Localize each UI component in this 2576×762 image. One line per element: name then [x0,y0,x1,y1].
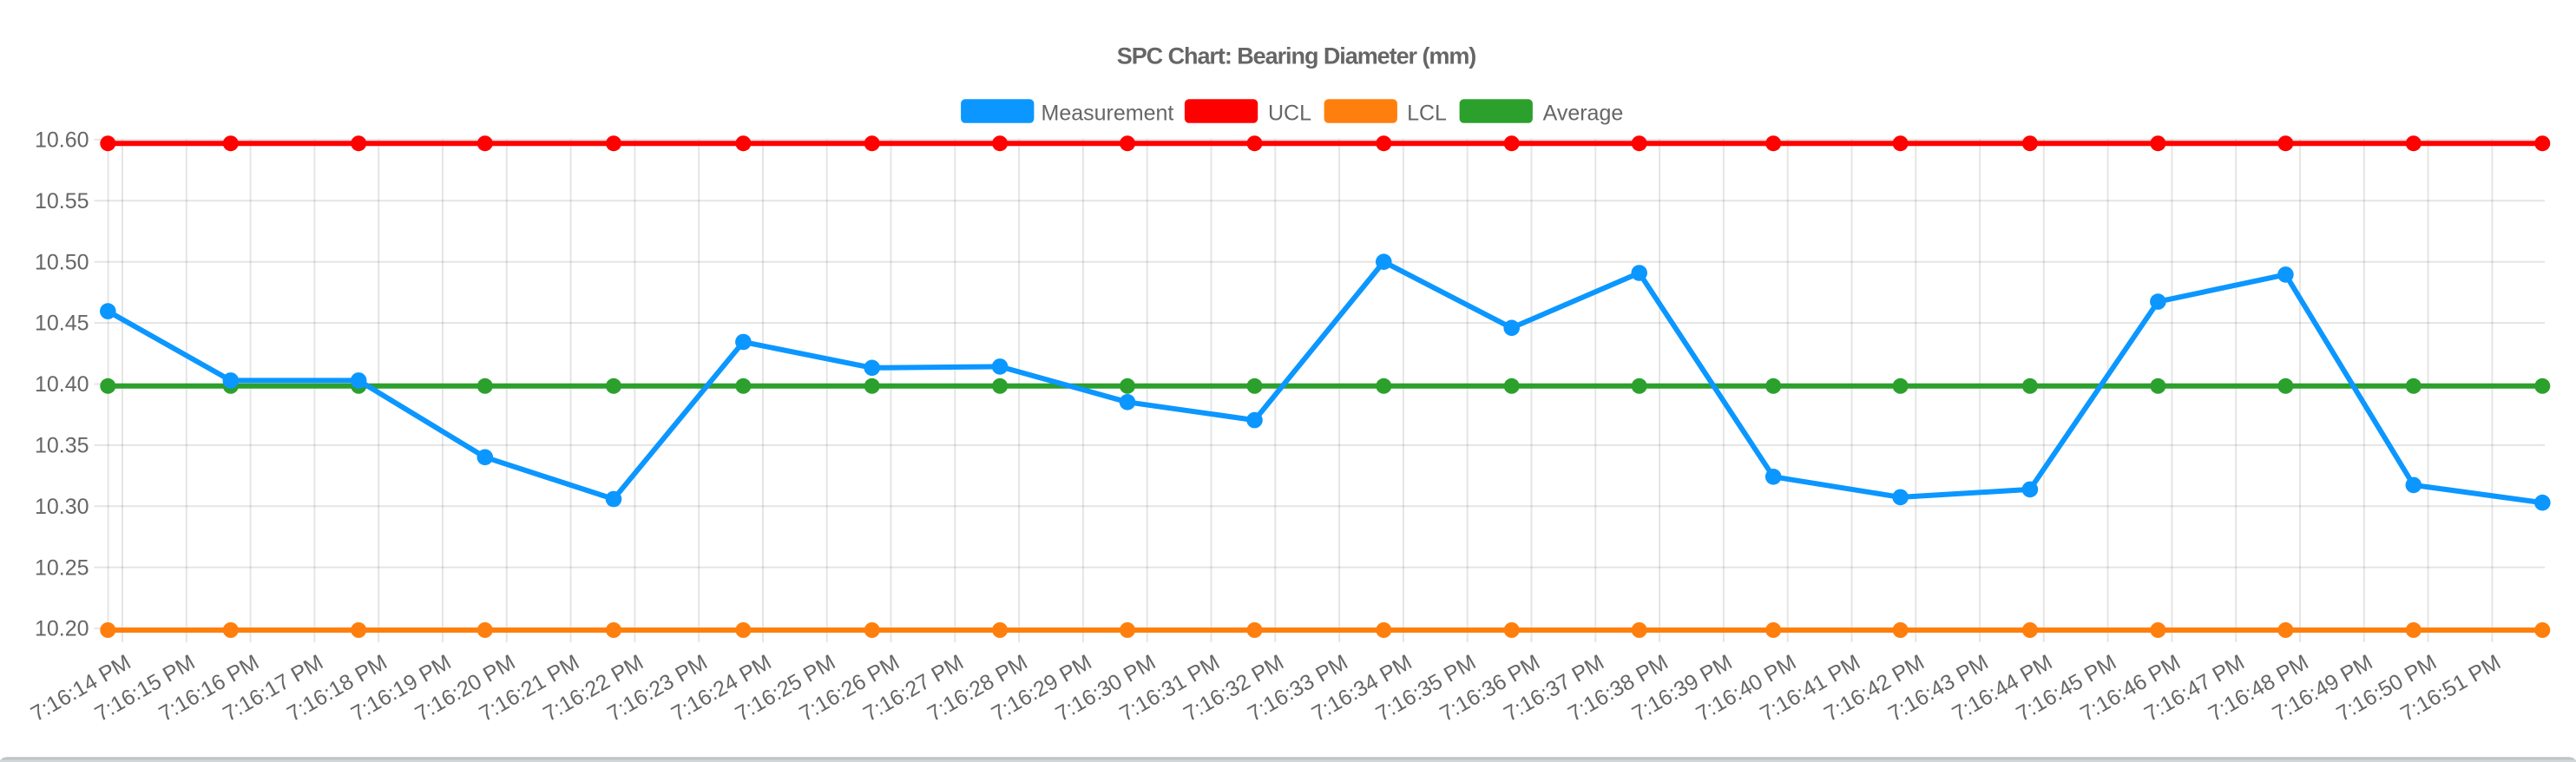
svg-text:LCL: LCL [1407,102,1447,126]
svg-text:Average: Average [1543,102,1624,126]
svg-text:Measurement: Measurement [1042,102,1174,126]
svg-text:UCL: UCL [1268,102,1311,126]
svg-text:10.45: 10.45 [35,312,89,336]
svg-text:10.50: 10.50 [35,250,89,274]
svg-text:10.30: 10.30 [35,495,89,519]
svg-text:10.20: 10.20 [35,617,89,641]
svg-text:10.40: 10.40 [35,372,89,397]
svg-text:SPC Chart: Bearing Diameter (m: SPC Chart: Bearing Diameter (mm) [1117,43,1476,69]
svg-text:10.25: 10.25 [35,555,89,580]
svg-text:10.60: 10.60 [35,128,89,153]
svg-text:10.55: 10.55 [35,189,89,213]
svg-text:10.35: 10.35 [35,434,89,458]
